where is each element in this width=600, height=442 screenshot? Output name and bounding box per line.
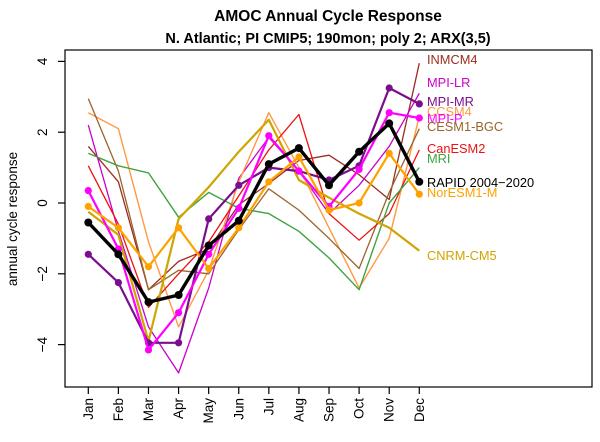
legend-label-cesm1-bgc: CESM1-BGC	[427, 119, 503, 134]
legend-label-inmcm4: INMCM4	[427, 52, 477, 67]
series-marker-mpi-mr-dec	[415, 100, 423, 108]
series-noresm1-m	[84, 149, 423, 273]
chart-title: AMOC Annual Cycle Response	[214, 8, 442, 25]
series-marker-noresm1-m-sep	[325, 206, 333, 214]
x-tick-label-Feb: Feb	[111, 398, 126, 421]
series-marker-rapid-2004-2020-feb	[114, 250, 123, 259]
legend-label-mpi-mr: MPI-MR	[427, 94, 474, 109]
series-cesm1-bgc	[87, 98, 420, 291]
x-tick-label-Nov: Nov	[382, 398, 397, 422]
plot-area: 4 2 0 −2 −4 Jan Feb Mar Apr May Jun Jul Aug Sep Oct Nov…	[35, 49, 593, 424]
series-marker-mpi-p-jul	[265, 132, 273, 140]
y-tick-label: 0	[35, 199, 50, 207]
x-tick-label-May: May	[201, 398, 216, 424]
series-line-cesm1-bgc	[87, 98, 420, 291]
series-marker-mpi-p-oct	[355, 165, 363, 173]
legend-label-ccsm4: CCSM4	[427, 104, 472, 119]
series-marker-mpi-mr-jun	[235, 181, 243, 189]
x-tick-label-Sep: Sep	[322, 398, 337, 422]
series-marker-mpi-p-may	[205, 250, 213, 258]
series-marker-rapid-2004-2020-may	[204, 241, 213, 250]
y-tick-label: 4	[35, 57, 50, 65]
x-tick-label-Mar: Mar	[141, 397, 156, 421]
series-line-mri	[88, 152, 420, 291]
series-marker-noresm1-m-oct	[355, 199, 363, 207]
series-marker-mpi-mr-feb	[114, 279, 122, 287]
x-tick-label-Dec: Dec	[412, 398, 427, 422]
x-tick-label-Apr: Apr	[171, 398, 186, 420]
series-marker-mpi-p-aug	[295, 167, 303, 175]
legend-label-mpi-p: MPI-P	[427, 111, 463, 126]
series-marker-mpi-p-jun	[235, 204, 243, 212]
y-axis-title: annual cycle response	[5, 152, 20, 286]
series-marker-noresm1-m-dec	[415, 190, 423, 198]
series-marker-noresm1-m-aug	[295, 153, 303, 161]
series-marker-mpi-mr-may	[205, 215, 213, 223]
series-cnrm-cm5	[87, 118, 420, 343]
series-marker-mpi-p-nov	[385, 109, 393, 117]
series-line-rapid-2004-2020	[87, 121, 421, 304]
legend-label-canesm2: CanESM2	[427, 141, 485, 156]
series-mpi-lr	[87, 92, 420, 374]
series-marker-mpi-p-apr	[175, 309, 183, 317]
legend-label-noresm1-m: NorESM1-M	[427, 185, 497, 200]
series-line-mpi-p	[87, 111, 420, 351]
series-marker-rapid-2004-2020-nov	[385, 119, 394, 128]
y-tick-label: −4	[35, 336, 50, 352]
x-tick-label-Jan: Jan	[81, 398, 96, 420]
legend-label-mpi-lr: MPI-LR	[427, 75, 470, 90]
series-marker-noresm1-m-jul	[265, 178, 273, 186]
series-marker-rapid-2004-2020-apr	[174, 291, 183, 299]
series-marker-mpi-mr-jan	[84, 250, 92, 258]
series-marker-rapid-2004-2020-sep	[325, 181, 333, 190]
x-tick-label-Aug: Aug	[291, 398, 306, 422]
series-marker-noresm1-m-nov	[385, 149, 393, 157]
series-marker-rapid-2004-2020-jan	[84, 218, 93, 227]
series-marker-rapid-2004-2020-jul	[264, 160, 273, 169]
chart-subtitle: N. Atlantic; PI CMIP5; 190mon; poly 2; A…	[165, 31, 490, 47]
series-marker-noresm1-m-feb	[114, 224, 122, 232]
legend-label-mri: MRI	[427, 151, 450, 166]
series-marker-mpi-p-jan	[84, 187, 92, 195]
series-marker-noresm1-m-may	[205, 264, 213, 273]
series-marker-rapid-2004-2020-mar	[144, 298, 153, 307]
series-marker-mpi-p-dec	[415, 114, 423, 122]
x-tick-label-Jun: Jun	[231, 398, 246, 420]
series-marker-mpi-mr-nov	[385, 84, 393, 92]
series-ccsm4	[87, 112, 420, 328]
series-mri	[88, 152, 420, 291]
series-marker-noresm1-m-jan	[84, 202, 92, 211]
series-marker-rapid-2004-2020-jun	[234, 216, 243, 225]
y-tick-label: 2	[35, 128, 50, 136]
series-marker-rapid-2004-2020-aug	[294, 144, 303, 153]
series-line-cnrm-cm5	[87, 118, 420, 343]
series-marker-noresm1-m-apr	[175, 224, 183, 232]
series-marker-rapid-2004-2020-dec	[415, 177, 424, 186]
series-line-noresm1-m	[87, 152, 421, 270]
series-rapid-2004-2020	[84, 119, 424, 307]
x-tick-label-Oct: Oct	[352, 398, 367, 419]
legend-label-rapid-2004-2020: RAPID 2004−2020	[427, 175, 534, 190]
series-marker-noresm1-m-mar	[144, 263, 153, 271]
series-marker-rapid-2004-2020-oct	[355, 147, 364, 156]
series-marker-mpi-mr-apr	[175, 339, 183, 347]
series-marker-mpi-p-mar	[144, 346, 153, 354]
series-line-mpi-lr	[87, 92, 420, 374]
series-line-ccsm4	[87, 112, 420, 328]
series-marker-noresm1-m-jun	[235, 224, 243, 232]
x-tick-label-Jul: Jul	[261, 398, 276, 415]
y-tick-label: −2	[35, 266, 50, 281]
legend-label-cnrm-cm5: CNRM-CM5	[427, 248, 497, 263]
